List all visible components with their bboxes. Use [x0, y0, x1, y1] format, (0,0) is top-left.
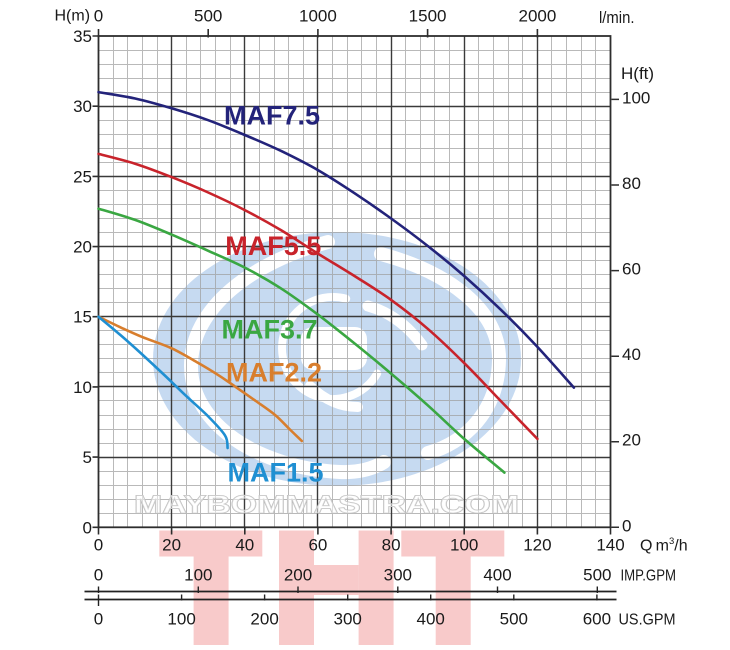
svg-text:15: 15 — [73, 308, 92, 327]
svg-text:300: 300 — [384, 566, 412, 585]
svg-text:Q m3/h: Q m3/h — [640, 536, 688, 555]
svg-text:MAF2.2: MAF2.2 — [226, 358, 322, 388]
svg-text:0: 0 — [94, 7, 103, 26]
svg-text:20: 20 — [162, 536, 181, 555]
svg-text:30: 30 — [73, 97, 92, 116]
svg-text:400: 400 — [483, 566, 511, 585]
svg-text:MAYBOMMASTRA.COM: MAYBOMMASTRA.COM — [134, 491, 519, 519]
svg-text:40: 40 — [622, 345, 641, 364]
svg-text:600: 600 — [583, 610, 611, 629]
svg-text:IMP.GPM: IMP.GPM — [621, 568, 677, 585]
svg-text:400: 400 — [417, 610, 445, 629]
svg-text:0: 0 — [94, 536, 103, 555]
svg-text:H(ft): H(ft) — [621, 64, 654, 83]
svg-text:40: 40 — [235, 536, 254, 555]
svg-text:MAF7.5: MAF7.5 — [224, 101, 320, 131]
svg-text:H(m): H(m) — [55, 8, 91, 25]
svg-text:0: 0 — [622, 516, 631, 535]
svg-text:100: 100 — [622, 88, 650, 107]
svg-text:120: 120 — [523, 536, 551, 555]
svg-text:500: 500 — [583, 566, 611, 585]
svg-text:0: 0 — [94, 610, 103, 629]
svg-text:80: 80 — [382, 536, 401, 555]
svg-text:60: 60 — [622, 260, 641, 279]
svg-text:2000: 2000 — [518, 7, 556, 26]
svg-text:140: 140 — [596, 536, 624, 555]
svg-text:60: 60 — [308, 536, 327, 555]
svg-text:MAF1.5: MAF1.5 — [228, 457, 324, 487]
svg-text:100: 100 — [450, 536, 478, 555]
svg-text:25: 25 — [73, 167, 92, 186]
svg-text:MAF5.5: MAF5.5 — [225, 231, 321, 261]
svg-text:0: 0 — [83, 518, 92, 537]
svg-text:US.GPM: US.GPM — [619, 612, 676, 629]
svg-text:200: 200 — [284, 566, 312, 585]
svg-text:100: 100 — [167, 610, 195, 629]
svg-text:1500: 1500 — [409, 7, 447, 26]
svg-text:10: 10 — [73, 378, 92, 397]
svg-text:100: 100 — [184, 566, 212, 585]
svg-text:5: 5 — [83, 448, 92, 467]
svg-text:200: 200 — [250, 610, 278, 629]
svg-text:0: 0 — [94, 566, 103, 585]
svg-text:80: 80 — [622, 174, 641, 193]
svg-text:1000: 1000 — [299, 7, 337, 26]
svg-text:20: 20 — [622, 431, 641, 450]
svg-text:500: 500 — [194, 7, 222, 26]
svg-text:35: 35 — [73, 27, 92, 46]
svg-text:300: 300 — [334, 610, 362, 629]
svg-text:MAF3.7: MAF3.7 — [222, 314, 318, 344]
svg-text:500: 500 — [500, 610, 528, 629]
svg-text:20: 20 — [73, 238, 92, 257]
svg-text:l/min.: l/min. — [599, 8, 635, 27]
